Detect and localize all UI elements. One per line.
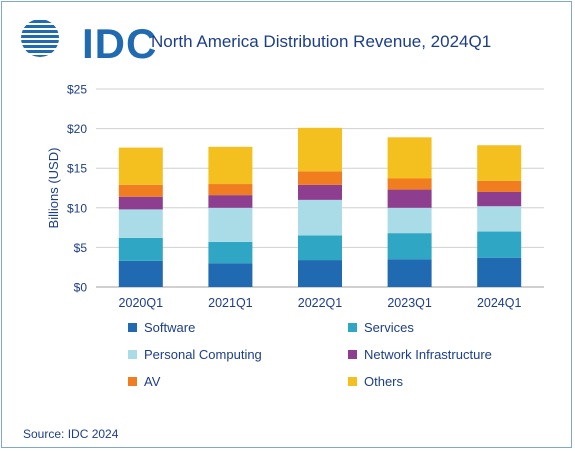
bar-segment-services [387,233,432,260]
bar-segment-software [118,260,163,287]
bar-segment-network-infrastructure [118,196,163,210]
legend-swatch [128,350,137,359]
legend-swatch [348,323,357,332]
legend-label: Software [144,320,196,335]
y-tick-label: $25 [67,83,87,97]
bar-segment-others [208,146,253,185]
legend-swatch [348,350,357,359]
bar-segment-others [298,127,342,172]
bar-segment-software [477,257,522,287]
legend-label: Services [364,320,414,335]
bar-segment-network-infrastructure [208,195,253,208]
bar-segment-av [387,178,432,190]
legend-item: Personal Computing [128,347,262,362]
x-tick-label: 2022Q1 [298,296,343,310]
y-tick-label: $10 [67,201,87,215]
legend-label: Personal Computing [144,347,262,362]
y-tick-label: $5 [74,241,88,255]
bar-segment-personal-computing [387,207,432,234]
legend-label: Others [364,374,404,389]
y-tick-label: $15 [67,162,87,176]
legend-item: Network Infrastructure [348,347,492,362]
idc-globe-icon [21,20,59,57]
bar-segment-others [387,137,432,179]
bar-segment-software [208,263,253,287]
bar-segment-network-infrastructure [387,189,432,208]
bar-segment-av [477,180,522,192]
idc-logo: IDC [20,18,156,65]
page-title: North America Distribution Revenue, 2024… [151,32,492,51]
bar-segment-personal-computing [298,199,342,236]
x-tick-label: 2024Q1 [477,296,522,310]
bar-segment-personal-computing [208,207,253,242]
legend-swatch [128,323,137,332]
bar-segment-network-infrastructure [298,184,342,200]
source-note: Source: IDC 2024 [23,427,119,441]
bar-segment-services [298,235,342,261]
y-tick-label: $0 [74,281,88,295]
x-tick-label: 2020Q1 [119,296,164,310]
x-tick-label: 2023Q1 [387,296,432,310]
bar-segment-av [118,184,163,197]
bar-segment-personal-computing [477,206,522,232]
legend-swatch [348,377,357,386]
bar-segment-others [118,147,163,185]
x-tick-label: 2021Q1 [208,296,253,310]
bar-segment-av [298,171,342,185]
bar-segment-services [118,237,163,261]
legend-item: Software [128,320,195,335]
bar-segment-services [208,241,253,264]
legend-label: Network Infrastructure [364,347,492,362]
legend-swatch [128,377,137,386]
legend-item: AV [128,374,160,389]
bar-segment-software [387,259,432,287]
bar-segment-others [477,145,522,181]
bar-segment-av [208,184,253,196]
y-tick-label: $20 [67,122,87,136]
logo-wordmark: IDC [82,20,158,67]
bar-segment-personal-computing [118,209,163,238]
bar-segment-software [298,260,342,287]
bar-segment-network-infrastructure [477,191,522,207]
legend-item: Services [348,320,414,335]
legend-item: Others [348,374,403,389]
legend-label: AV [144,374,161,389]
y-axis-label: Billions (USD) [46,148,61,229]
bar-segment-services [477,231,522,258]
